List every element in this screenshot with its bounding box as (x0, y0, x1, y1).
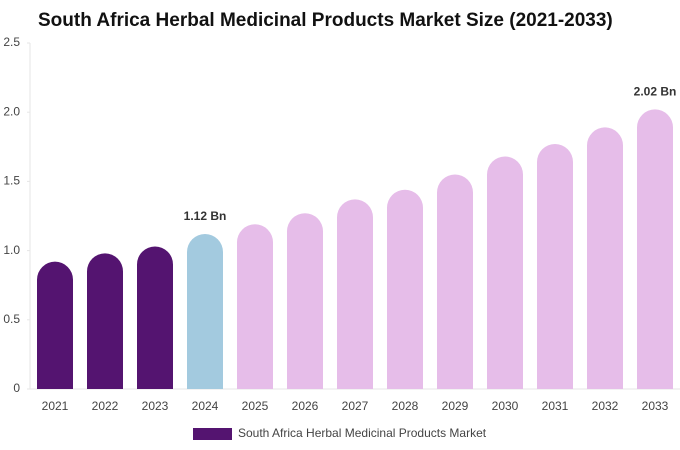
bar (237, 224, 273, 389)
x-tick-label: 2026 (292, 399, 319, 413)
bar (587, 127, 623, 389)
bar (637, 109, 673, 389)
bar (37, 261, 73, 389)
y-tick-label: 2.5 (3, 35, 20, 49)
x-tick-label: 2028 (392, 399, 419, 413)
x-tick-label: 2030 (492, 399, 519, 413)
x-tick-label: 2033 (642, 399, 669, 413)
bar (537, 144, 573, 389)
bar (387, 189, 423, 389)
bar (137, 246, 173, 389)
x-tick-label: 2022 (92, 399, 119, 413)
bar (437, 174, 473, 389)
x-tick-label: 2025 (242, 399, 269, 413)
value-label: 1.12 Bn (184, 209, 227, 223)
x-tick-label: 2032 (592, 399, 619, 413)
x-tick-label: 2024 (192, 399, 219, 413)
y-tick-label: 0 (13, 381, 20, 395)
value-label: 2.02 Bn (634, 85, 677, 99)
bar (487, 156, 523, 389)
x-tick-label: 2023 (142, 399, 169, 413)
chart-title: South Africa Herbal Medicinal Products M… (38, 10, 613, 31)
y-tick-label: 2.0 (3, 104, 20, 118)
x-tick-label: 2029 (442, 399, 469, 413)
x-tick-label: 2027 (342, 399, 369, 413)
bar (287, 213, 323, 389)
x-tick-label: 2021 (42, 399, 69, 413)
bar (187, 233, 223, 389)
legend-label: South Africa Herbal Medicinal Products M… (238, 426, 487, 440)
bar (87, 253, 123, 389)
x-tick-label: 2031 (542, 399, 569, 413)
y-tick-label: 0.5 (3, 312, 20, 326)
y-tick-label: 1.5 (3, 174, 20, 188)
y-tick-label: 1.0 (3, 243, 20, 257)
bar (337, 199, 373, 389)
legend-swatch (193, 428, 232, 440)
